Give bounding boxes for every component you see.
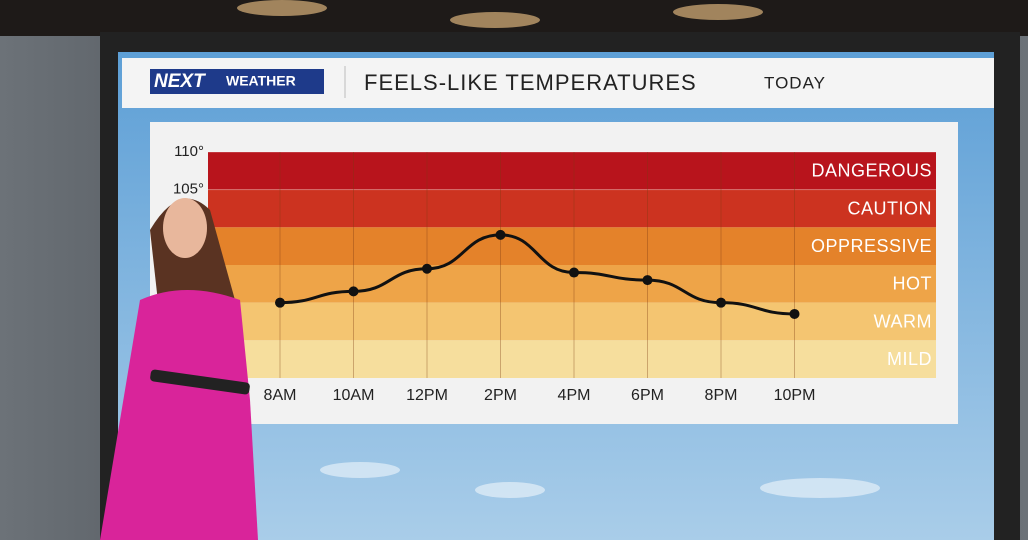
band-label: HOT: [893, 274, 933, 294]
band: [208, 227, 936, 265]
chart-title: FEELS-LIKE TEMPERATURES: [364, 70, 697, 95]
tablet: [150, 369, 250, 395]
x-tick-label: 2PM: [484, 387, 517, 404]
cloud: [760, 478, 880, 498]
line: [279, 233, 795, 316]
y-tick-label: 105°: [173, 181, 204, 198]
band-label: CAUTION: [848, 198, 933, 218]
cloud: [320, 462, 400, 478]
band: [208, 340, 936, 378]
band: [208, 189, 936, 228]
logo-tagline: WEATHER: [226, 73, 296, 89]
y-tick-label: 110°: [174, 143, 204, 160]
logo: NEXT: [154, 71, 206, 92]
x-tick-label: 10AM: [333, 387, 375, 404]
x-tick-label: 12PM: [406, 387, 448, 404]
logo-box: [150, 69, 324, 94]
point: [789, 308, 800, 319]
x-tick-label: 4PM: [558, 387, 591, 404]
band-label: OPPRESSIVE: [811, 236, 932, 256]
point: [716, 297, 726, 308]
dress: [100, 290, 258, 540]
point: [422, 263, 432, 274]
band: [208, 302, 936, 341]
band-label: WARM: [874, 311, 932, 331]
band-label: DANGEROUS: [811, 161, 932, 181]
x-tick-label: 8PM: [705, 387, 738, 404]
presenter: [100, 198, 258, 540]
light: [673, 4, 763, 20]
x-tick-label: 8AM: [264, 387, 297, 404]
light: [237, 0, 327, 16]
point: [275, 297, 285, 308]
face: [163, 198, 207, 258]
point: [569, 267, 579, 278]
plot: DANGEROUS CAUTION OPPRESSIVE HOT WARM MILD 110…: [173, 143, 936, 404]
point: [642, 275, 653, 286]
point: [495, 229, 506, 240]
cloud: [475, 482, 545, 498]
chart-subtitle: TODAY: [764, 73, 826, 92]
band: [208, 152, 936, 190]
x-tick-label: 6PM: [631, 387, 664, 404]
point: [348, 286, 359, 297]
x-tick-label: 10PM: [774, 387, 816, 404]
light: [450, 12, 540, 28]
band-label: MILD: [887, 349, 932, 369]
